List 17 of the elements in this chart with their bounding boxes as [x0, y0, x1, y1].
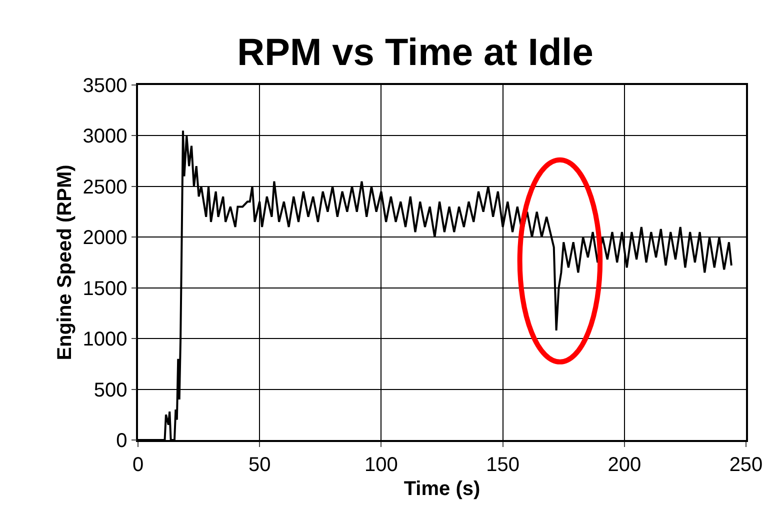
x-tick-label: 100: [364, 454, 398, 476]
y-axis-title: Engine Speed (RPM): [54, 164, 76, 360]
chart-title: RPM vs Time at Idle: [237, 32, 594, 74]
y-tick-label: 3500: [82, 75, 128, 97]
x-tick-label: 200: [608, 454, 642, 476]
y-tick-label: 2000: [82, 227, 128, 250]
y-tick-label: 1500: [82, 278, 128, 300]
x-axis-title: Time (s): [404, 478, 480, 500]
x-tick-label: 0: [132, 454, 144, 476]
y-tick-label: 2500: [82, 176, 128, 198]
x-tick-label: 250: [729, 454, 763, 476]
y-tick-label: 0: [116, 430, 128, 452]
x-tick-label: 50: [248, 454, 271, 476]
y-tick-label: 500: [94, 379, 128, 402]
y-tick-label: 1000: [82, 328, 128, 351]
x-tick-label: 150: [486, 454, 520, 476]
y-tick-label: 3000: [82, 126, 128, 148]
